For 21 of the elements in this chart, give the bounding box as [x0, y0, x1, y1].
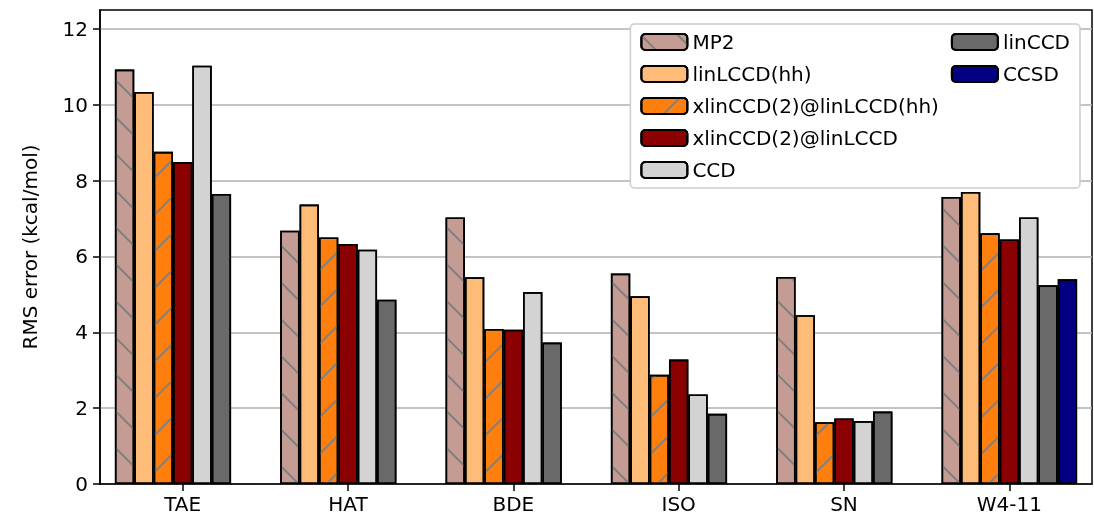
- y-tick-label: 10: [62, 92, 88, 117]
- x-tick-label: W4-11: [976, 492, 1042, 516]
- legend-label: MP2: [692, 30, 735, 54]
- legend-label: xlinCCD(2)@linLCCD: [692, 126, 898, 150]
- legend-label: xlinCCD(2)@linLCCD(hh): [692, 94, 939, 118]
- x-tick-label: BDE: [492, 492, 535, 516]
- legend-label: linLCCD(hh): [692, 62, 812, 86]
- legend-label: CCD: [692, 158, 736, 182]
- y-tick-label: 4: [75, 320, 88, 345]
- y-tick-label: 12: [62, 16, 88, 41]
- x-tick-label: SN: [830, 492, 858, 516]
- y-tick-label: 8: [75, 168, 88, 193]
- x-tick-label: ISO: [661, 492, 696, 516]
- y-axis-title: RMS error (kcal/mol): [18, 144, 42, 350]
- legend-label: linCCD: [1002, 30, 1071, 54]
- legend-label: CCSD: [1002, 62, 1059, 86]
- y-tick-label: 0: [75, 472, 88, 496]
- y-tick-label: 6: [75, 244, 88, 269]
- y-tick-label: 2: [75, 396, 88, 421]
- x-tick-label: HAT: [328, 492, 369, 516]
- x-tick-label: TAE: [163, 492, 202, 516]
